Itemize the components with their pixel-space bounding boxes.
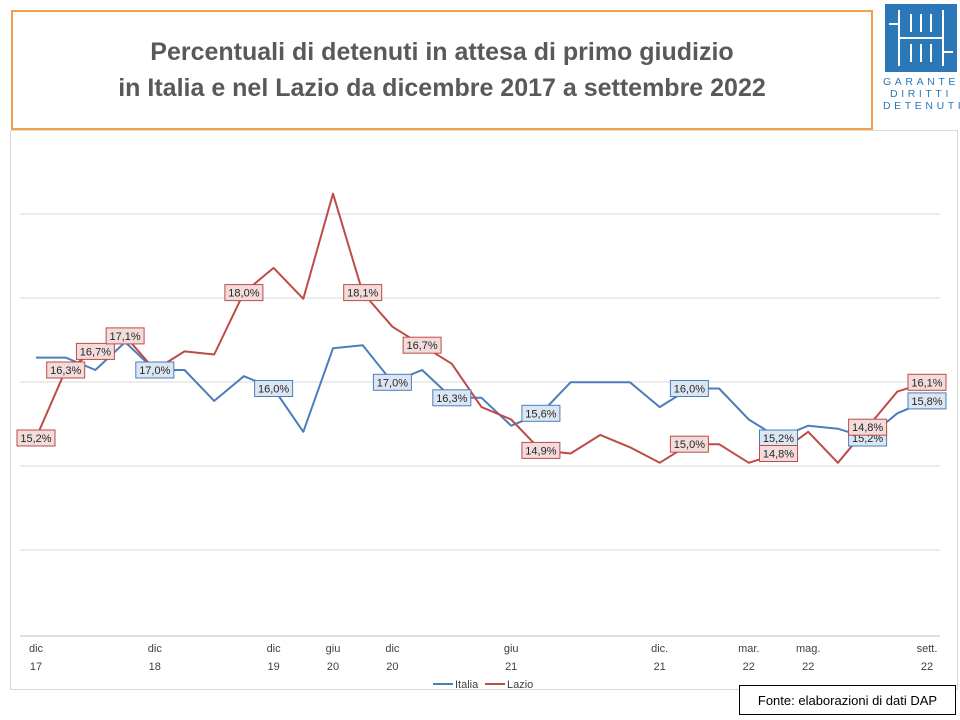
data-label-lazio: 14,9% <box>521 441 561 459</box>
legend-label-italia: Italia <box>455 679 479 691</box>
logo-text-line-2: DIRITTI <box>890 88 952 100</box>
x-tick-label: 20 <box>327 661 339 673</box>
title-box: Percentuali di detenuti in attesa di pri… <box>11 10 873 130</box>
svg-text:16,1%: 16,1% <box>911 377 942 389</box>
data-label-lazio: 14,8% <box>759 445 798 462</box>
data-label-lazio: 18,0% <box>224 284 264 302</box>
data-label-lazio: 16,7% <box>75 342 115 360</box>
x-tick-label: dic <box>148 643 163 655</box>
series-line-italia <box>36 341 928 439</box>
svg-text:18,1%: 18,1% <box>347 288 378 300</box>
svg-text:17,0%: 17,0% <box>139 365 170 377</box>
x-tick-label: dic <box>385 643 400 655</box>
svg-text:15,0%: 15,0% <box>674 439 705 451</box>
x-tick-label: mag. <box>796 643 820 655</box>
x-tick-label: 22 <box>802 661 814 673</box>
logo-text-line-3: DETENUTI <box>883 100 960 112</box>
source-note: Fonte: elaborazioni di dati DAP <box>739 685 956 715</box>
data-label-lazio: 18,1% <box>343 284 383 302</box>
data-label-italia: 17,0% <box>372 373 412 391</box>
svg-text:15,6%: 15,6% <box>525 408 556 420</box>
x-tick-label: mar. <box>738 643 759 655</box>
x-axis: dic 17 dic 18 dic 19 giu 20 dic 20 giu 21 dic. 21 mar.… <box>29 643 937 673</box>
svg-text:14,8%: 14,8% <box>763 449 794 461</box>
svg-text:15,2%: 15,2% <box>852 433 883 445</box>
legend-label-lazio: Lazio <box>507 679 533 691</box>
x-tick-label: 20 <box>386 661 398 673</box>
svg-text:14,8%: 14,8% <box>852 422 883 434</box>
series-line-lazio <box>35 192 928 464</box>
logo-mark-icon <box>885 4 957 72</box>
data-label-italia: 15,6% <box>521 404 561 422</box>
svg-text:14,9%: 14,9% <box>525 445 556 457</box>
chart-frame <box>10 130 958 690</box>
data-labels: 17,0% 16,0% 17,0% 16,3% 15,6% 16,0% 15,2% 15,2%… <box>16 284 947 462</box>
data-label-lazio: 15,0% <box>669 435 709 453</box>
data-label-lazio: 14,8% <box>848 418 888 436</box>
x-tick-label: 21 <box>654 661 666 673</box>
svg-text:17,1%: 17,1% <box>109 331 140 343</box>
data-label-italia: 16,3% <box>432 389 472 407</box>
legend: Italia Lazio <box>433 679 533 691</box>
data-label-italia: 16,0% <box>254 380 294 397</box>
data-label-lazio: 15,2% <box>16 429 56 447</box>
series-lines <box>35 192 928 464</box>
chart-title-line-1: Percentuali di detenuti in attesa di pri… <box>150 38 734 66</box>
garante-logo: GARANTE DIRITTI DETENUTI <box>883 4 960 122</box>
x-tick-label: 22 <box>921 661 933 673</box>
x-tick-label: dic. <box>651 643 668 655</box>
svg-text:16,3%: 16,3% <box>436 393 467 405</box>
chart-title-line-2: in Italia e nel Lazio da dicembre 2017 a… <box>118 74 766 102</box>
svg-text:16,3%: 16,3% <box>50 365 81 377</box>
svg-text:15,8%: 15,8% <box>911 396 942 408</box>
data-label-lazio: 16,1% <box>907 373 947 391</box>
x-tick-label: sett. <box>917 643 938 655</box>
data-label-italia: 15,8% <box>907 392 947 410</box>
x-tick-label: dic <box>267 643 282 655</box>
svg-text:15,2%: 15,2% <box>20 433 51 445</box>
svg-text:18,0%: 18,0% <box>228 288 259 300</box>
svg-text:16,7%: 16,7% <box>80 346 111 358</box>
x-tick-label: 22 <box>743 661 755 673</box>
x-tick-label: 17 <box>30 661 42 673</box>
x-tick-label: giu <box>326 643 341 655</box>
x-tick-label: dic <box>29 643 44 655</box>
x-tick-label: 19 <box>267 661 279 673</box>
svg-text:16,0%: 16,0% <box>258 384 289 396</box>
x-tick-label: giu <box>504 643 519 655</box>
svg-text:16,7%: 16,7% <box>406 340 437 352</box>
data-label-italia: 15,2% <box>759 429 798 447</box>
x-tick-label: 18 <box>149 661 161 673</box>
data-label-lazio: 16,3% <box>46 361 86 379</box>
x-tick-label: 21 <box>505 661 517 673</box>
svg-text:17,0%: 17,0% <box>377 377 408 389</box>
gridlines <box>20 213 940 637</box>
svg-text:16,0%: 16,0% <box>674 384 705 396</box>
data-label-lazio: 17,1% <box>105 327 145 345</box>
data-label-italia: 16,0% <box>669 380 709 397</box>
data-label-italia: 17,0% <box>135 361 175 379</box>
logo-text-line-1: GARANTE <box>883 76 959 88</box>
data-label-lazio: 16,7% <box>402 336 442 354</box>
svg-text:15,2%: 15,2% <box>763 433 794 445</box>
